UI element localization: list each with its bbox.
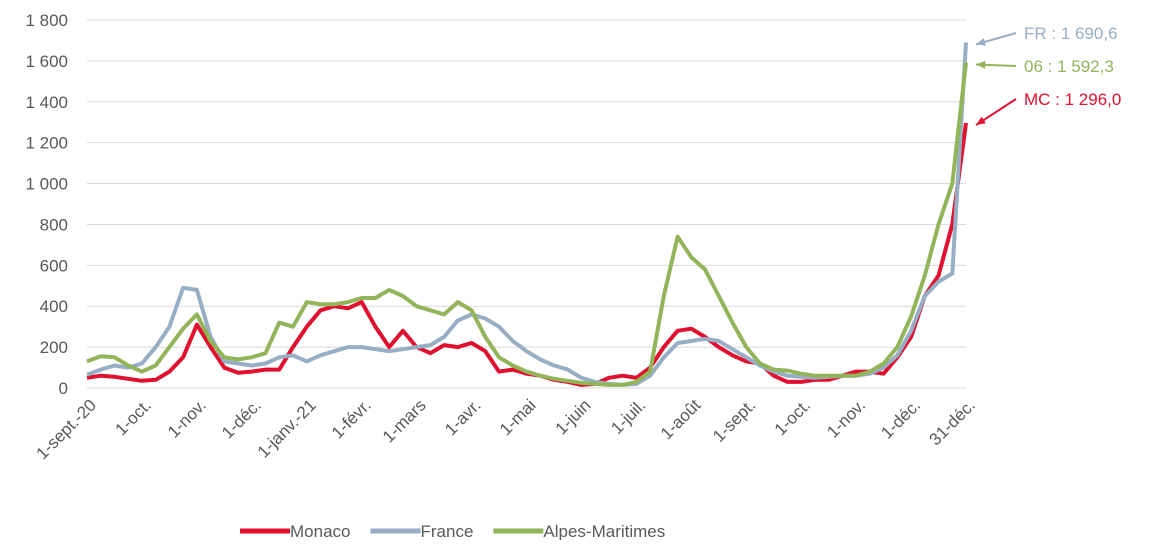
x-tick-label: 1-nov.: [164, 396, 210, 442]
x-tick-label: 1-mars: [379, 396, 430, 447]
legend-label: Monaco: [290, 522, 350, 540]
y-tick-label: 1 400: [25, 93, 68, 112]
x-tick-label: 1-févr.: [328, 396, 375, 443]
legend-label: France: [420, 522, 473, 540]
y-tick-label: 1 800: [25, 11, 68, 30]
x-tick-label: 1-mai: [496, 396, 539, 439]
arrow-head: [976, 116, 986, 126]
x-tick-label: 1-avr.: [441, 396, 485, 440]
x-tick-label: 1-août: [657, 395, 705, 443]
y-tick-label: 600: [40, 256, 68, 275]
y-tick-label: 1 000: [25, 175, 68, 194]
arrow-head: [976, 60, 986, 69]
y-tick-label: 200: [40, 338, 68, 357]
x-tick-label: 1-déc.: [877, 396, 924, 443]
x-tick-label: 1-janv.-21: [254, 396, 320, 462]
series-line: [86, 122, 968, 387]
x-tick-label: 1-oct.: [111, 396, 155, 440]
x-tick-label: 31-déc.: [926, 396, 980, 450]
end-label: MC : 1 296,0: [1024, 90, 1121, 109]
x-tick-label: 1-sept.: [709, 396, 759, 446]
x-tick-label: 1-nov.: [823, 396, 869, 442]
x-tick-label: 1-déc.: [218, 396, 265, 443]
y-tick-label: 0: [59, 379, 68, 398]
x-tick-label: 1-sept.-20: [33, 396, 101, 464]
x-tick-label: 1-juil.: [607, 396, 649, 438]
arrow-head: [976, 38, 986, 46]
series-line: [86, 62, 968, 387]
y-tick-label: 1 200: [25, 134, 68, 153]
x-tick-label: 1-juin: [552, 396, 595, 439]
series-line: [86, 42, 968, 387]
x-tick-label: 1-oct.: [771, 396, 815, 440]
legend-label: Alpes-Maritimes: [543, 522, 665, 540]
end-label: 06 : 1 592,3: [1024, 57, 1114, 76]
y-tick-label: 400: [40, 297, 68, 316]
y-tick-label: 1 600: [25, 52, 68, 71]
end-label: FR : 1 690,6: [1024, 24, 1118, 43]
y-tick-label: 800: [40, 215, 68, 234]
